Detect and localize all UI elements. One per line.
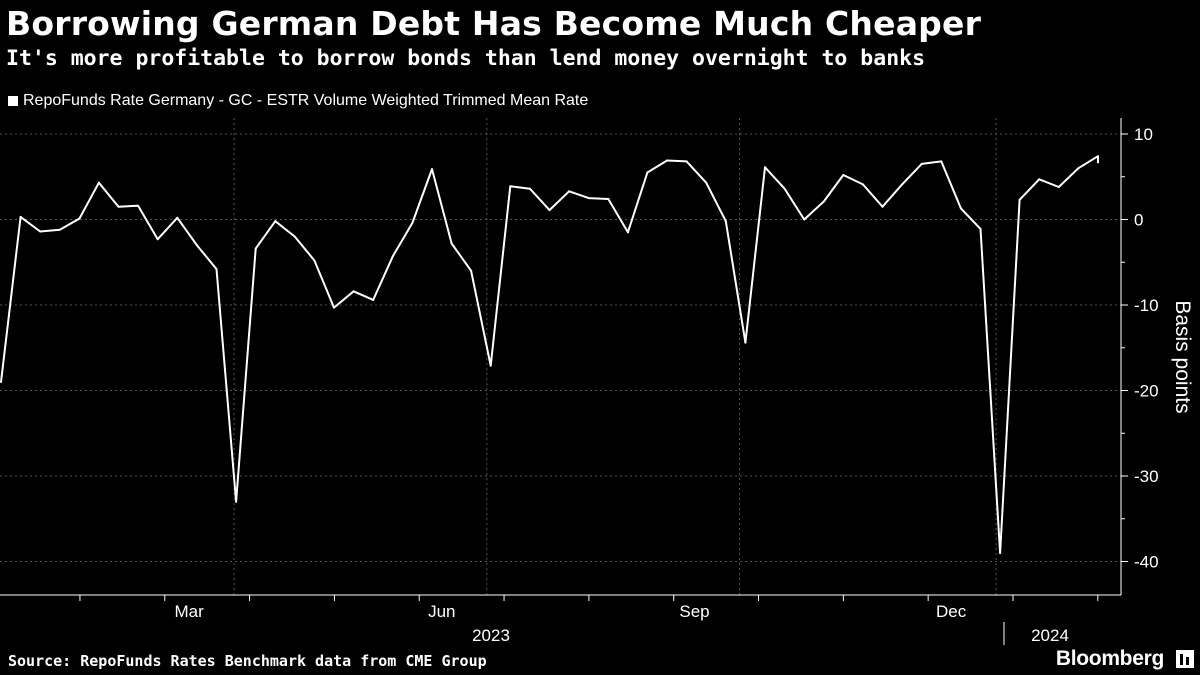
data-point (646, 171, 649, 174)
data-point (293, 235, 296, 238)
data-point (19, 215, 22, 218)
data-point (666, 159, 668, 162)
y-tick-label: -20 (1134, 382, 1159, 401)
data-point (901, 183, 904, 186)
data-point (39, 230, 42, 233)
data-point (959, 207, 962, 210)
data-point (195, 244, 198, 247)
x-tick-label: Jun (428, 602, 455, 621)
y-tick-label: -40 (1134, 553, 1159, 572)
y-axis-label: Basis points (1171, 300, 1194, 413)
data-point (313, 259, 316, 262)
x-tick-label: Sep (679, 602, 709, 621)
data-point (881, 205, 884, 208)
data-point (117, 205, 120, 208)
data-point (333, 306, 335, 309)
data-point (1097, 155, 1099, 158)
y-tick-label: -10 (1134, 296, 1159, 315)
data-point (587, 197, 590, 200)
data-point (705, 181, 708, 184)
data-point (764, 166, 766, 169)
chart-subtitle: It's more profitable to borrow bonds tha… (6, 46, 926, 71)
x-tick-label: Dec (936, 602, 967, 621)
data-point (803, 218, 806, 221)
data-point (548, 209, 551, 212)
data-point (254, 247, 257, 250)
year-label: 2023 (472, 626, 510, 645)
data-point (235, 500, 238, 503)
data-point (450, 242, 453, 245)
data-point (176, 216, 179, 219)
year-label: 2024 (1031, 626, 1069, 645)
data-point (97, 181, 100, 184)
data-point (1057, 186, 1060, 188)
data-point (685, 160, 688, 163)
x-tick-label: Mar (174, 602, 204, 621)
data-point (842, 174, 845, 176)
legend: RepoFunds Rate Germany - GC - ESTR Volum… (8, 92, 588, 110)
data-point (920, 162, 923, 165)
data-point (156, 238, 159, 241)
y-tick-label: 0 (1134, 211, 1143, 230)
data-point (724, 220, 727, 223)
data-point (568, 190, 571, 193)
data-point (1038, 178, 1041, 181)
y-tick-label: 10 (1134, 125, 1153, 144)
data-point (411, 221, 414, 224)
data-point (489, 364, 492, 367)
data-point (626, 231, 629, 234)
data-point (352, 290, 355, 293)
data-point (783, 187, 786, 190)
data-point (58, 228, 61, 231)
data-point (607, 198, 610, 200)
data-point (372, 298, 375, 301)
data-point (137, 204, 140, 207)
data-point (528, 187, 531, 190)
source-note: Source: RepoFunds Rates Benchmark data f… (8, 652, 487, 670)
data-point (940, 160, 943, 163)
bloomberg-terminal-icon (1176, 650, 1194, 668)
data-point (431, 168, 433, 171)
data-point (470, 269, 473, 272)
legend-label: RepoFunds Rate Germany - GC - ESTR Volum… (23, 92, 589, 109)
y-tick-label: -30 (1134, 467, 1159, 486)
data-point (0, 381, 2, 383)
data-point (509, 185, 512, 188)
bloomberg-logo: Bloomberg (1055, 647, 1164, 670)
data-point (744, 341, 747, 344)
data-point (861, 183, 864, 186)
data-point (78, 217, 81, 220)
chart-title: Borrowing German Debt Has Become Much Ch… (6, 4, 982, 43)
data-point (999, 552, 1002, 554)
data-point (1077, 167, 1080, 170)
data-point (979, 227, 982, 230)
data-point (391, 255, 394, 258)
series-line (0, 155, 1099, 554)
data-point (274, 220, 277, 223)
data-point (822, 200, 825, 203)
data-point (215, 268, 218, 271)
data-point (1018, 198, 1021, 201)
legend-swatch (8, 96, 18, 106)
